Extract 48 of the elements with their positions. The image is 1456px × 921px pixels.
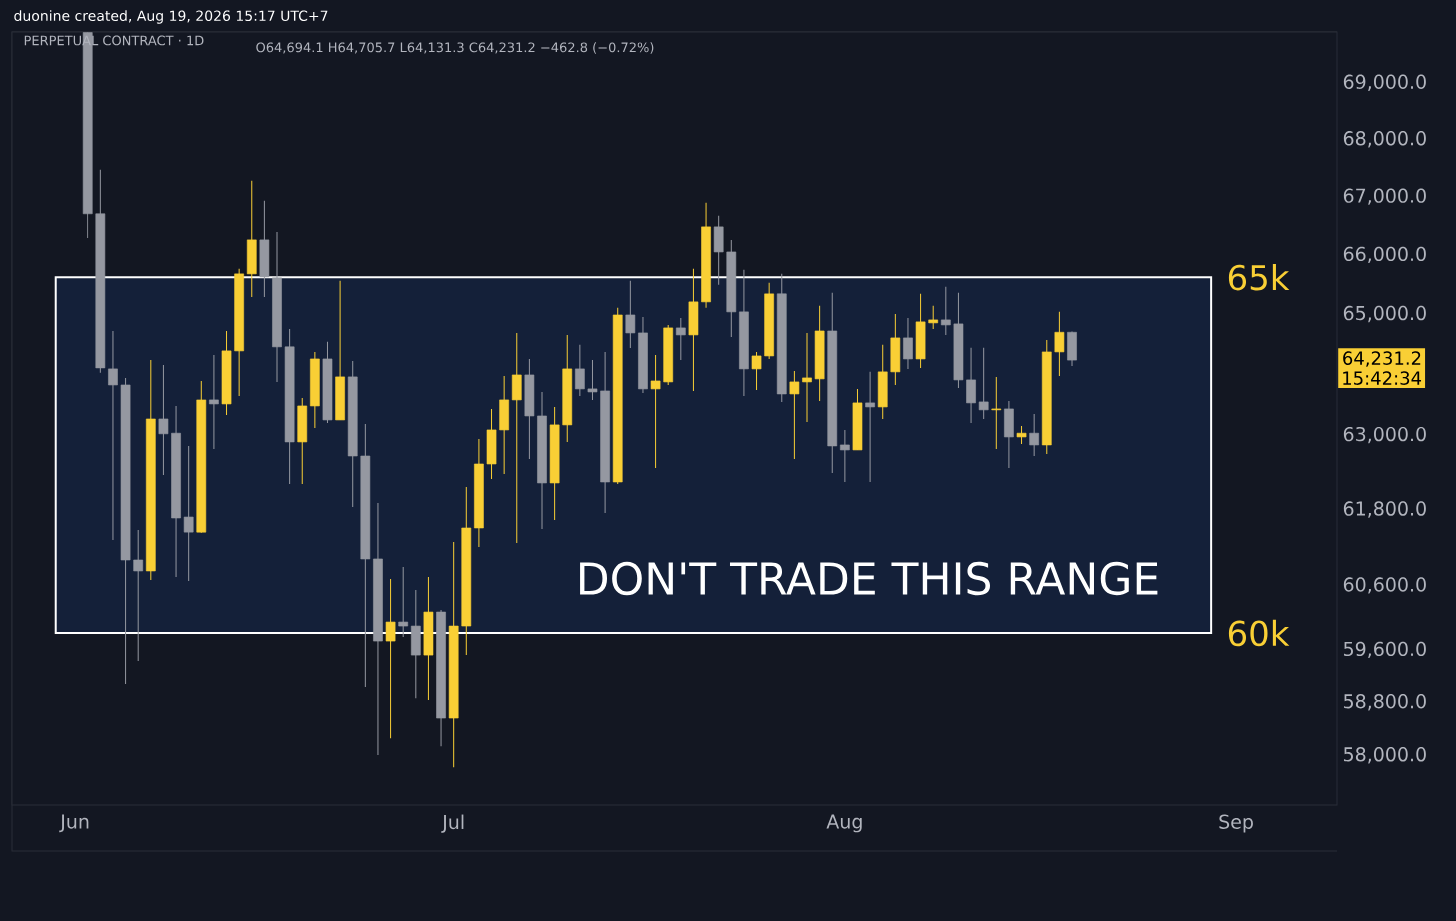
candlestick xyxy=(991,376,1002,450)
y-tick-label: 61,800.0 xyxy=(1343,501,1426,518)
candlestick xyxy=(928,305,939,330)
candlestick xyxy=(903,317,913,370)
x-tick-label: Aug xyxy=(826,814,862,833)
y-tick-label: 63,000.0 xyxy=(1343,426,1426,444)
candlestick xyxy=(789,370,800,460)
annotation: 60k xyxy=(1228,619,1290,647)
text: duonine created, Aug 19, 2026 15:17 UTC+7 xyxy=(14,10,328,24)
candlestick xyxy=(978,347,989,420)
candlestick xyxy=(385,578,396,739)
candlestick xyxy=(802,332,812,423)
candlestick xyxy=(625,280,636,349)
y-tick-label: 58,800.0 xyxy=(1344,694,1426,711)
annotation: O64,694.1 H64,705.7 L64,131.3 C64,231.2 −462.8 (−0.72%) xyxy=(256,42,654,54)
candlestick xyxy=(1016,425,1027,445)
candlestick xyxy=(575,344,585,397)
y-tick-label: 58,000.0 xyxy=(1344,747,1426,764)
candlestick xyxy=(209,354,219,450)
x-tick-label: Jun xyxy=(59,814,89,833)
candlestick xyxy=(398,566,409,638)
candlestick xyxy=(183,445,194,582)
candlestick xyxy=(840,429,850,483)
candlestick xyxy=(158,364,169,476)
y-tick-label: 68,000.0 xyxy=(1343,131,1426,148)
x-tick-label: Jul xyxy=(441,814,464,833)
y-tick-label: 60,600.0 xyxy=(1343,577,1426,594)
y-tick-label: 59,600.0 xyxy=(1344,641,1426,659)
candlestick xyxy=(966,347,976,424)
candlestick xyxy=(108,330,118,541)
candlestick xyxy=(865,371,875,483)
candlestick xyxy=(675,317,686,361)
y-tick-label: 67,000.0 xyxy=(1343,188,1426,205)
candlestick xyxy=(1029,413,1039,457)
annotation: 65k xyxy=(1228,264,1290,291)
y-tick-label: 69,000.0 xyxy=(1343,74,1426,91)
candlestick xyxy=(751,351,762,391)
y-tick-label: 65,000.0 xyxy=(1343,305,1426,323)
text: 15:42:34 xyxy=(1343,371,1422,385)
candlestick xyxy=(133,529,144,662)
candlestick xyxy=(940,286,951,336)
text: 64,231.2 xyxy=(1343,351,1421,367)
band-label: DON'T TRADE THIS RANGE xyxy=(580,561,1158,596)
y-tick-label: 66,000.0 xyxy=(1343,246,1426,264)
x-tick-label: Sep xyxy=(1219,814,1253,833)
candlestick xyxy=(650,354,661,469)
candlestick xyxy=(1054,311,1065,377)
candlestick xyxy=(587,359,598,401)
